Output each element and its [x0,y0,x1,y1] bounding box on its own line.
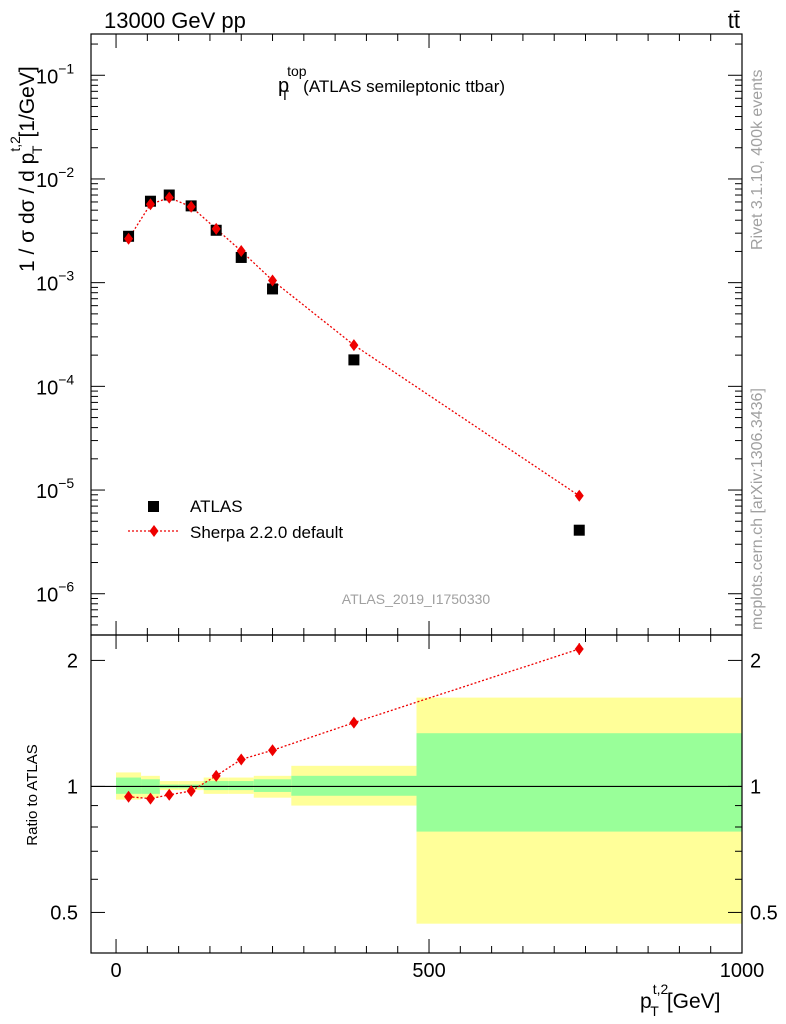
legend-atlas-marker [148,501,159,512]
main-y-tick-label: 10−1 [36,60,74,88]
ratio-ticks: 0 500 1000 0.5 0.5 1 1 2 2 [50,635,778,982]
ratio-band-inner [416,733,742,832]
ratio-band-inner [203,781,229,791]
main-y-tick-label: 10−5 [36,475,74,503]
x-label-sup: t,2 [653,981,669,997]
main-y-tick-base: 10 [36,66,58,88]
plot-title-base: p [278,75,289,97]
main-y-ticks: 10−610−510−410−310−210−1 [36,34,743,636]
ratio-series [124,642,584,805]
main-y-label-sup: t,2 [7,136,23,152]
sherpa-point [211,222,221,235]
ratio-y-tick-label-right: 0.5 [750,902,778,924]
x-tick-label: 0 [110,960,121,982]
main-y-axis-label: 1 / σ dσ / d pt,2 T [1/GeV] [7,66,45,272]
sherpa-point [349,339,359,352]
sherpa-point [186,200,196,213]
ratio-point [145,792,155,805]
main-plot-frame [90,33,743,636]
ratio-plot-panel: 0 500 1000 0.5 0.5 1 1 2 2 Ratio to ATLAS pt,2 T [… [24,634,778,1019]
main-plot-panel: 10−610−510−410−310−210−1 ptop T (ATLAS sem… [7,33,743,636]
main-y-tick-base: 10 [36,170,58,192]
ratio-y-tick-label-left: 2 [67,650,78,672]
atlas-point [235,251,247,263]
ratio-y-axis-label: Ratio to ATLAS [24,744,41,845]
main-series [123,189,585,536]
ratio-bands [116,697,742,924]
main-y-tick-label: 10−6 [36,579,74,607]
x-label-base: p [640,990,652,1013]
ratio-point [186,785,196,798]
main-y-label-unit: [1/GeV] [16,66,39,137]
sherpa-point [236,244,246,257]
ratio-point [164,788,174,801]
mcplots-label: mcplots.cern.ch [arXiv:1306.3436] [749,388,766,630]
ratio-point [268,744,278,757]
process-label: tt̄ [728,8,740,33]
x-label-unit: [GeV] [667,990,721,1013]
atlas-point [267,283,279,295]
main-y-tick-exp: −4 [58,371,74,387]
sherpa-point [268,274,278,287]
ratio-point [124,790,134,803]
rivet-label: Rivet 3.1.10, 400k events [749,69,766,250]
analysis-label: ATLAS_2019_I1750330 [342,591,491,607]
ratio-point [236,753,246,766]
ratio-point [211,769,221,782]
beam-label: 13000 GeV pp [104,8,246,33]
ratio-plot-frame [90,634,743,954]
main-y-tick-label: 10−3 [36,268,74,296]
main-y-label-sub: T [29,145,45,154]
main-y-tick-base: 10 [36,481,58,503]
plot-title-sup: top [287,63,307,79]
ratio-y-tick-label-left: 1 [67,776,78,798]
ratio-band-inner [228,781,254,791]
main-y-tick-label: 10−4 [36,371,74,399]
plot-title: ptop T (ATLAS semileptonic ttbar) [278,63,505,103]
ratio-band-inner [291,775,417,796]
x-axis-label: pt,2 T [GeV] [640,981,721,1019]
ratio-y-tick-label-right: 1 [750,776,761,798]
main-y-tick-label: 10−2 [36,164,74,192]
main-y-tick-exp: −6 [58,579,74,595]
ratio-band-inner [253,779,292,792]
x-tick-label: 1000 [720,960,765,982]
plot-title-rest: (ATLAS semileptonic ttbar) [303,77,505,96]
x-tick-label: 500 [412,960,445,982]
main-y-tick-exp: −3 [58,268,74,284]
ratio-band-inner [116,777,142,794]
sherpa-point [145,198,155,211]
main-y-tick-exp: −2 [58,164,74,180]
legend: ATLAS Sherpa 2.2.0 default [128,497,343,542]
ratio-y-tick-label-left: 0.5 [50,902,78,924]
plot-title-sub: T [281,87,290,103]
atlas-point [348,354,360,366]
ratio-point [574,642,584,655]
ratio-y-tick-label-right: 2 [750,650,761,672]
x-label-sub: T [650,1003,659,1019]
ratio-point [349,716,359,729]
main-y-label-main: 1 / σ dσ / d p [16,153,39,272]
legend-sherpa-label: Sherpa 2.2.0 default [190,523,343,542]
main-y-tick-base: 10 [36,585,58,607]
sherpa-point [124,232,134,245]
legend-atlas-label: ATLAS [190,497,243,516]
sherpa-point [574,489,584,502]
sherpa-point [164,191,174,204]
main-y-tick-exp: −1 [58,60,74,76]
main-y-tick-base: 10 [36,274,58,296]
main-y-tick-base: 10 [36,377,58,399]
atlas-point [573,524,585,536]
legend-sherpa-marker [149,525,159,537]
main-y-tick-exp: −5 [58,475,74,491]
